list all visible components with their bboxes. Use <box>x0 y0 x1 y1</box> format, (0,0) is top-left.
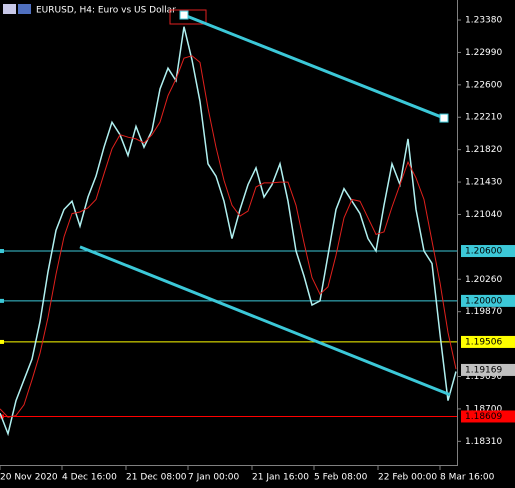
level-label: 1.19169 <box>465 365 502 375</box>
y-tick-label: 1.22210 <box>465 113 502 123</box>
level-handle <box>0 339 4 344</box>
level-tag <box>461 245 515 258</box>
level-handle <box>0 298 4 303</box>
level-label: 1.20000 <box>465 296 502 306</box>
x-tick-label: 20 Nov 2020 <box>0 473 58 483</box>
trendline-handle <box>439 113 449 123</box>
level-handle <box>0 249 4 254</box>
y-tick-label: 1.19090 <box>465 372 502 382</box>
trendline <box>183 13 445 120</box>
level-label: 1.19506 <box>465 337 502 347</box>
y-tick-label: 1.21820 <box>465 145 502 155</box>
x-tick-label: 22 Feb 00:00 <box>378 473 437 483</box>
x-tick-label: 7 Jan 00:00 <box>188 473 240 483</box>
level-tag <box>461 410 515 423</box>
price-line <box>0 55 457 418</box>
trendline-handle <box>179 10 189 20</box>
level-tag <box>461 335 515 348</box>
level-label: 1.20600 <box>465 247 502 257</box>
y-tick-label: 1.18310 <box>465 437 502 447</box>
chart-title: EURUSD, H4: Euro vs US Dollar <box>36 6 176 16</box>
y-tick-label: 1.22990 <box>465 48 502 58</box>
icon <box>18 4 31 14</box>
y-tick-label: 1.19870 <box>465 307 502 317</box>
x-tick-label: 4 Dec 16:00 <box>62 473 117 483</box>
marker-box <box>169 9 207 25</box>
level-label: 1.18609 <box>465 412 502 422</box>
level-tag <box>461 294 515 307</box>
y-tick-label: 1.18700 <box>465 404 502 414</box>
y-tick-label: 1.21040 <box>465 210 502 220</box>
trendline <box>79 245 451 397</box>
y-tick-label: 1.21430 <box>465 178 502 188</box>
x-tick-label: 21 Jan 16:00 <box>252 473 309 483</box>
x-tick-label: 5 Feb 08:00 <box>314 473 368 483</box>
y-tick-label: 1.22600 <box>465 80 502 90</box>
x-tick-label: 8 Mar 16:00 <box>440 473 495 483</box>
y-tick-label: 1.23380 <box>465 16 502 26</box>
price-line <box>0 26 457 437</box>
icon <box>3 4 16 14</box>
y-tick-label: 1.20260 <box>465 275 502 285</box>
x-tick-label: 21 Dec 08:00 <box>126 473 187 483</box>
level-tag <box>461 363 515 376</box>
